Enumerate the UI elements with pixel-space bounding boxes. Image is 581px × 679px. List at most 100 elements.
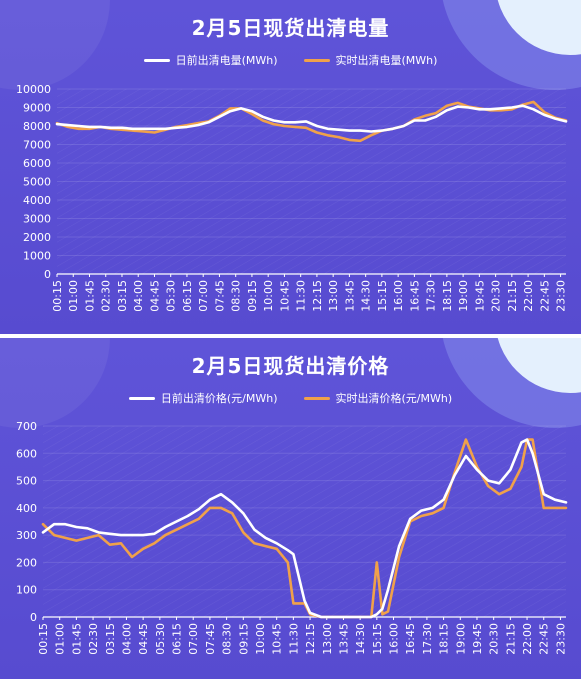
y-tick-label: 300 (16, 529, 37, 542)
x-tick-label: 13:45 (343, 280, 356, 312)
legend-item-day-ahead[interactable]: 日前出清价格(元/MWh) (128, 390, 278, 406)
y-tick-label: 3000 (23, 213, 51, 226)
x-tick-label: 14:30 (354, 623, 367, 655)
x-tick-label: 00:15 (51, 280, 64, 312)
x-tick-label: 09:15 (237, 623, 250, 655)
x-tick-label: 02:30 (100, 280, 113, 312)
x-tick-label: 13:00 (321, 623, 334, 655)
x-tick-label: 10:45 (271, 623, 284, 655)
x-tick-label: 11:30 (287, 623, 300, 655)
x-tick-label: 22:00 (521, 623, 534, 655)
x-tick-label: 13:00 (327, 280, 340, 312)
chart-legend: 日前出清价格(元/MWh) 实时出清价格(元/MWh) (0, 390, 581, 406)
legend-label-real-time: 实时出清电量(MWh) (335, 54, 438, 67)
legend-item-day-ahead[interactable]: 日前出清电量(MWh) (143, 52, 278, 68)
x-tick-label: 12:15 (311, 280, 324, 312)
chart-legend: 日前出清电量(MWh) 实时出清电量(MWh) (0, 52, 581, 68)
x-tick-label: 10:00 (254, 623, 267, 655)
x-tick-label: 08:30 (221, 623, 234, 655)
y-tick-label: 10000 (16, 83, 51, 96)
x-tick-label: 22:00 (522, 280, 535, 312)
x-tick-label: 12:15 (304, 623, 317, 655)
x-tick-label: 09:15 (246, 280, 259, 312)
plot-area (57, 89, 566, 274)
legend-swatch-day-ahead (128, 396, 155, 400)
x-tick-label: 07:45 (213, 280, 226, 312)
legend-swatch-real-time (303, 58, 330, 62)
x-tick-label: 19:45 (471, 623, 484, 655)
legend-swatch-real-time (303, 396, 330, 400)
x-tick-label: 05:30 (165, 280, 178, 312)
x-tick-label: 07:00 (197, 280, 210, 312)
x-tick-label: 06:15 (181, 280, 194, 312)
y-tick-label: 5000 (23, 176, 51, 189)
x-tick-label: 04:00 (120, 623, 133, 655)
y-tick-label: 700 (16, 420, 37, 433)
legend-item-real-time[interactable]: 实时出清电量(MWh) (303, 52, 438, 68)
x-tick-label: 23:30 (555, 280, 568, 312)
x-tick-label: 21:15 (504, 623, 517, 655)
y-tick-label: 7000 (23, 139, 51, 152)
y-tick-label: 6000 (23, 157, 51, 170)
y-tick-label: 8000 (23, 120, 51, 133)
legend-label-real-time: 实时出清价格(元/MWh) (335, 392, 453, 405)
x-tick-label: 19:45 (473, 280, 486, 312)
x-tick-label: 22:45 (538, 623, 551, 655)
legend-item-real-time[interactable]: 实时出清价格(元/MWh) (303, 390, 453, 406)
y-tick-label: 200 (16, 556, 37, 569)
x-tick-label: 00:15 (37, 623, 50, 655)
x-tick-label: 20:30 (490, 280, 503, 312)
y-tick-label: 1000 (23, 250, 51, 263)
x-tick-label: 21:15 (506, 280, 519, 312)
series-line-day-ahead[interactable] (41, 438, 568, 619)
x-tick-label: 01:45 (70, 623, 83, 655)
chart-title: 2月5日现货出清电量 (191, 16, 390, 40)
x-tick-label: 02:30 (87, 623, 100, 655)
y-tick-label: 500 (16, 475, 37, 488)
legend-swatch-day-ahead (143, 58, 170, 62)
x-tick-label: 03:15 (116, 280, 129, 312)
x-tick-label: 07:00 (187, 623, 200, 655)
price-chart-svg: 0 100 200 300 400 500 600 700 00:15 01:00 01:45 02:… (16, 420, 568, 655)
chart-title: 2月5日现货出清价格 (191, 354, 390, 378)
y-tick-label: 600 (16, 447, 37, 460)
x-tick-label: 01:45 (83, 280, 96, 312)
x-tick-label: 11:30 (295, 280, 308, 312)
legend-label-day-ahead: 日前出清电量(MWh) (175, 54, 278, 67)
y-tick-label: 0 (30, 611, 37, 624)
y-tick-label: 2000 (23, 231, 51, 244)
x-tick-label: 07:45 (204, 623, 217, 655)
volume-chart-panel: 2月5日现货出清电量 日前出清电量(MWh) 实时出清电量(MWh) 0 1000… (0, 0, 581, 334)
x-tick-label: 16:00 (392, 280, 405, 312)
y-tick-label: 100 (16, 584, 37, 597)
x-tick-label: 05:30 (154, 623, 167, 655)
x-tick-label: 01:00 (54, 623, 67, 655)
volume-chart-svg: 0 1000 2000 3000 4000 5000 6000 7000 8000 9000 100… (16, 83, 568, 312)
y-tick-label: 4000 (23, 194, 51, 207)
x-tick-label: 19:00 (454, 623, 467, 655)
x-tick-label: 20:30 (488, 623, 501, 655)
x-tick-label: 23:30 (554, 623, 567, 655)
series-line-day-ahead[interactable] (55, 104, 568, 133)
x-tick-label: 03:15 (104, 623, 117, 655)
y-tick-label: 400 (16, 502, 37, 515)
x-tick-label: 13:45 (337, 623, 350, 655)
x-tick-label: 10:00 (262, 280, 275, 312)
x-tick-label: 15:15 (376, 280, 389, 312)
x-tick-label: 19:00 (457, 280, 470, 312)
x-tick-label: 17:30 (421, 623, 434, 655)
x-tick-label: 04:00 (132, 280, 145, 312)
legend-label-day-ahead: 日前出清价格(元/MWh) (160, 392, 278, 405)
x-tick-label: 16:45 (408, 280, 421, 312)
x-tick-label: 04:45 (148, 280, 161, 312)
x-tick-label: 18:15 (441, 280, 454, 312)
plot-area (43, 426, 566, 617)
x-tick-label: 08:30 (230, 280, 243, 312)
x-tick-label: 04:45 (137, 623, 150, 655)
x-tick-label: 15:15 (371, 623, 384, 655)
x-tick-label: 14:30 (360, 280, 373, 312)
x-tick-label: 01:00 (67, 280, 80, 312)
x-tick-label: 17:30 (425, 280, 438, 312)
x-tick-label: 16:00 (388, 623, 401, 655)
x-tick-label: 18:15 (438, 623, 451, 655)
